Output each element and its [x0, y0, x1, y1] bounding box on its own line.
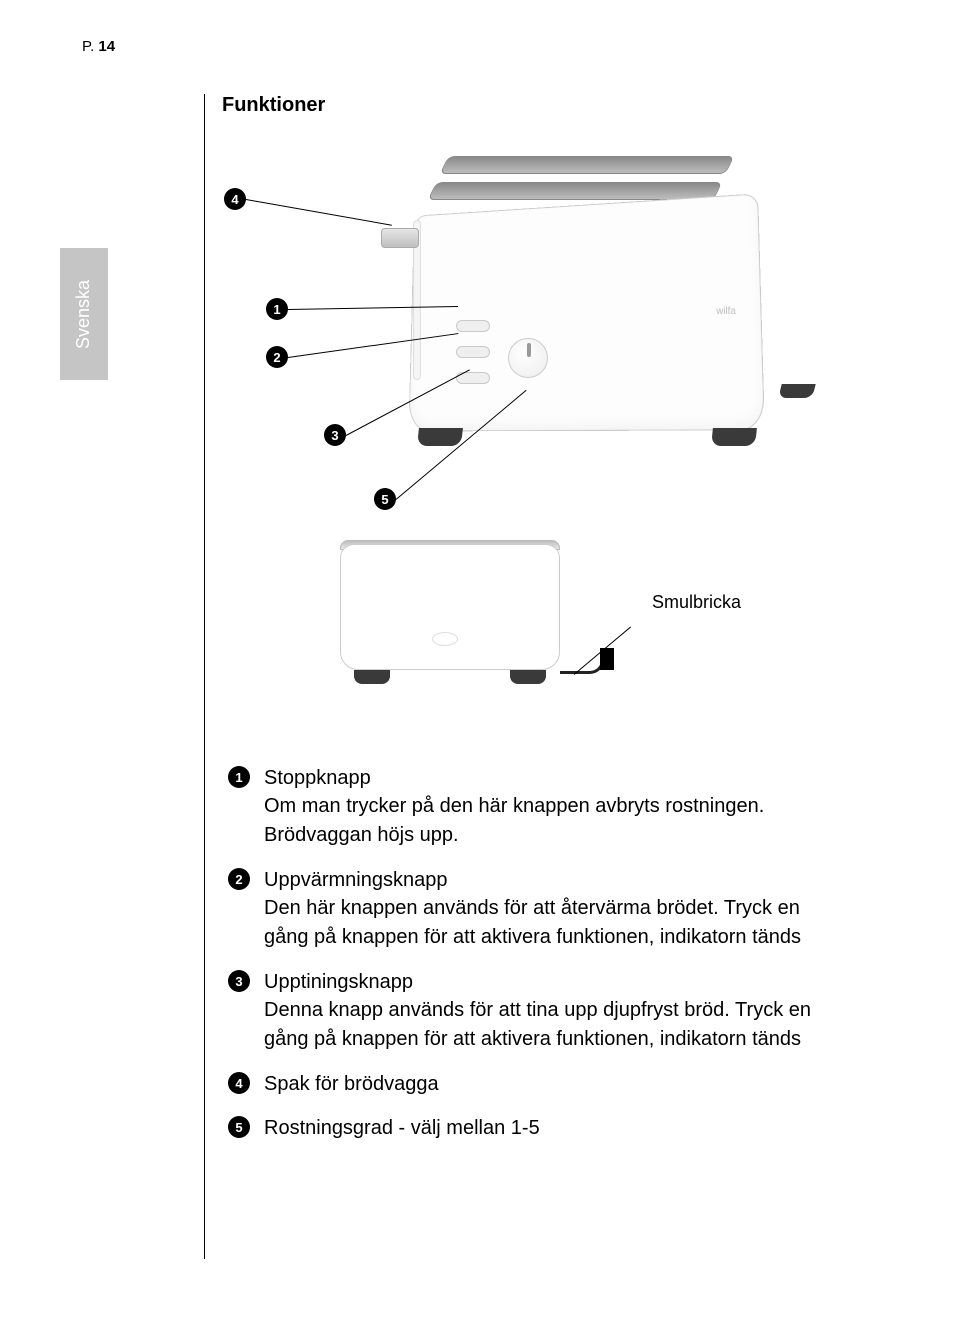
- callout-badge-1: 1: [266, 298, 288, 320]
- side-body: [340, 544, 560, 670]
- legend-badge: 1: [228, 766, 250, 788]
- content-divider: [204, 94, 205, 1259]
- toaster-foot: [417, 428, 463, 446]
- legend-body: Spak för brödvagga: [264, 1070, 828, 1098]
- bread-slot: [428, 182, 723, 200]
- crumb-tray-label: Smulbricka: [652, 592, 741, 613]
- toaster-side-view: [332, 540, 612, 696]
- browning-dial: [508, 338, 548, 378]
- toaster-foot: [354, 670, 390, 684]
- legend-desc: - välj mellan 1-5: [393, 1117, 540, 1139]
- section-title: Funktioner: [222, 94, 325, 117]
- page-prefix: P.: [82, 38, 94, 55]
- toaster-foot: [510, 670, 546, 684]
- legend-item: 2 Uppvärmningsknapp Den här knappen anvä…: [228, 866, 828, 952]
- legend-badge: 5: [228, 1116, 250, 1138]
- legend-badge: 4: [228, 1072, 250, 1094]
- callout-badge-5: 5: [374, 488, 396, 510]
- legend-desc: Om man trycker på den här knappen avbryt…: [264, 792, 828, 850]
- callout-badge-4: 4: [224, 188, 246, 210]
- toaster-body: [408, 193, 764, 431]
- legend-body: Stoppknapp Om man trycker på den här kna…: [264, 764, 828, 850]
- language-tab: Svenska: [60, 248, 108, 380]
- legend-badge: 2: [228, 868, 250, 890]
- legend-item: 4 Spak för brödvagga: [228, 1070, 828, 1098]
- product-diagram: wilfa 4 1 2 3 5 Smulbricka: [220, 140, 860, 740]
- brand-label: wilfa: [716, 306, 735, 317]
- bread-slot: [440, 156, 735, 174]
- legend-body: Rostningsgrad - välj mellan 1-5: [264, 1114, 828, 1143]
- page-number: P. 14: [82, 38, 115, 55]
- legend-title: Spak för brödvagga: [264, 1070, 828, 1098]
- lever-knob: [381, 228, 419, 248]
- brand-logo-side: [432, 632, 458, 646]
- legend-title: Stoppknapp: [264, 764, 828, 792]
- reheat-button-graphic: [456, 346, 490, 358]
- legend-title: Upptiningsknapp: [264, 968, 828, 996]
- legend-title-inline: Rostningsgrad - välj mellan 1-5: [264, 1114, 828, 1143]
- legend-badge: 3: [228, 970, 250, 992]
- legend-item: 1 Stoppknapp Om man trycker på den här k…: [228, 764, 828, 850]
- toaster-foot: [711, 428, 757, 446]
- stop-button-graphic: [456, 320, 490, 332]
- callout-badge-2: 2: [266, 346, 288, 368]
- legend-item: 5 Rostningsgrad - välj mellan 1-5: [228, 1114, 828, 1143]
- legend-list: 1 Stoppknapp Om man trycker på den här k…: [228, 764, 828, 1159]
- legend-body: Upptiningsknapp Denna knapp används för …: [264, 968, 828, 1054]
- legend-desc: Denna knapp används för att tina upp dju…: [264, 996, 828, 1054]
- legend-title: Rostningsgrad: [264, 1117, 393, 1139]
- legend-title: Uppvärmningsknapp: [264, 866, 828, 894]
- language-label: Svenska: [74, 279, 95, 348]
- page-number-value: 14: [98, 38, 115, 55]
- legend-desc: Den här knappen används för att återvärm…: [264, 894, 828, 952]
- toaster-perspective: wilfa: [360, 160, 790, 460]
- legend-body: Uppvärmningsknapp Den här knappen använd…: [264, 866, 828, 952]
- callout-badge-3: 3: [324, 424, 346, 446]
- power-cord: [560, 656, 604, 674]
- legend-item: 3 Upptiningsknapp Denna knapp används fö…: [228, 968, 828, 1054]
- toaster-foot: [778, 384, 815, 398]
